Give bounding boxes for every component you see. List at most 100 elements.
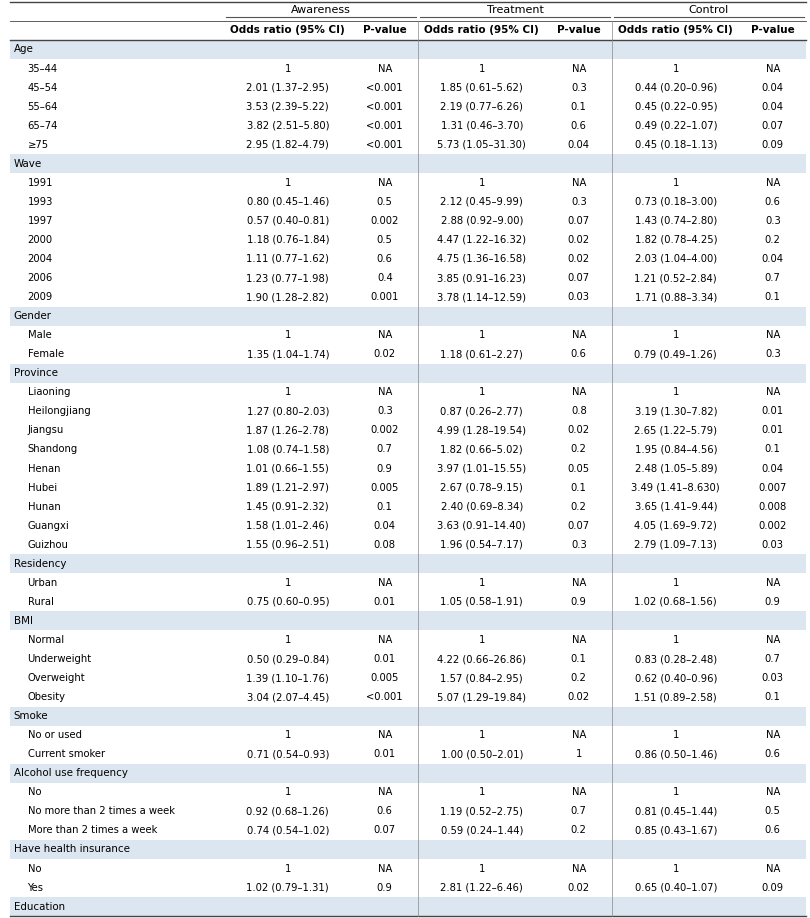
Text: 0.57 (0.40–0.81): 0.57 (0.40–0.81) <box>247 216 329 226</box>
Text: Guizhou: Guizhou <box>28 540 68 550</box>
Text: 0.92 (0.68–1.26): 0.92 (0.68–1.26) <box>246 806 329 816</box>
Text: 1: 1 <box>672 864 679 874</box>
Text: 0.02: 0.02 <box>568 235 590 245</box>
Text: 0.62 (0.40–0.96): 0.62 (0.40–0.96) <box>634 673 717 683</box>
Bar <box>10 116 806 135</box>
Bar <box>10 878 806 897</box>
Text: 0.04: 0.04 <box>762 464 784 474</box>
Text: Male: Male <box>28 330 51 341</box>
Bar <box>10 744 806 764</box>
Text: 2000: 2000 <box>28 235 53 245</box>
Text: NA: NA <box>377 330 392 341</box>
Text: 0.07: 0.07 <box>761 120 784 130</box>
Text: 1.57 (0.84–2.95): 1.57 (0.84–2.95) <box>441 673 523 683</box>
Text: 3.53 (2.39–5.22): 3.53 (2.39–5.22) <box>246 102 329 112</box>
Text: Odds ratio (95% CI): Odds ratio (95% CI) <box>424 26 539 36</box>
Text: 0.71 (0.54–0.93): 0.71 (0.54–0.93) <box>246 749 329 759</box>
Text: 1991: 1991 <box>28 178 53 188</box>
Bar <box>10 39 806 59</box>
Text: 0.7: 0.7 <box>571 806 586 816</box>
Text: NA: NA <box>572 577 586 588</box>
Text: 3.63 (0.91–14.40): 3.63 (0.91–14.40) <box>437 521 526 531</box>
Text: 3.82 (2.51–5.80): 3.82 (2.51–5.80) <box>246 120 329 130</box>
Text: 0.01: 0.01 <box>373 749 396 759</box>
Text: NA: NA <box>572 864 586 874</box>
Text: 0.04: 0.04 <box>762 83 784 93</box>
Text: 0.1: 0.1 <box>571 102 586 112</box>
Text: 0.49 (0.22–1.07): 0.49 (0.22–1.07) <box>634 120 717 130</box>
Text: 0.03: 0.03 <box>762 673 784 683</box>
Bar <box>10 211 806 230</box>
Text: 1: 1 <box>284 788 291 798</box>
Text: 3.04 (2.07–4.45): 3.04 (2.07–4.45) <box>247 692 329 702</box>
Text: 1: 1 <box>284 63 291 73</box>
Text: 0.09: 0.09 <box>761 140 784 150</box>
Text: More than 2 times a week: More than 2 times a week <box>28 825 157 835</box>
Text: Education: Education <box>14 901 65 912</box>
Bar <box>10 78 806 97</box>
Text: 0.6: 0.6 <box>571 349 586 359</box>
Text: 2.01 (1.37–2.95): 2.01 (1.37–2.95) <box>246 83 329 93</box>
Text: 1: 1 <box>479 730 485 740</box>
Text: 1.39 (1.10–1.76): 1.39 (1.10–1.76) <box>246 673 329 683</box>
Bar <box>10 383 806 402</box>
Text: 35–44: 35–44 <box>28 63 58 73</box>
Text: 2.19 (0.77–6.26): 2.19 (0.77–6.26) <box>441 102 523 112</box>
Bar <box>10 154 806 174</box>
Text: Gender: Gender <box>14 311 52 321</box>
Text: 1: 1 <box>284 330 291 341</box>
Text: NA: NA <box>377 178 392 188</box>
Text: 1993: 1993 <box>28 196 53 207</box>
Text: 0.04: 0.04 <box>762 254 784 264</box>
Text: NA: NA <box>765 178 780 188</box>
Text: 1: 1 <box>672 577 679 588</box>
Bar <box>10 631 806 650</box>
Text: Rural: Rural <box>28 597 53 607</box>
Text: 2.03 (1.04–4.00): 2.03 (1.04–4.00) <box>635 254 717 264</box>
Text: No or used: No or used <box>28 730 82 740</box>
Text: 1.82 (0.66–5.02): 1.82 (0.66–5.02) <box>441 444 523 454</box>
Text: 0.08: 0.08 <box>373 540 396 550</box>
Text: 0.03: 0.03 <box>568 292 590 302</box>
Text: NA: NA <box>765 387 780 397</box>
Text: Urban: Urban <box>28 577 58 588</box>
Text: 1.01 (0.66–1.55): 1.01 (0.66–1.55) <box>246 464 329 474</box>
Text: NA: NA <box>572 730 586 740</box>
Text: 0.04: 0.04 <box>762 102 784 112</box>
Text: 4.47 (1.22–16.32): 4.47 (1.22–16.32) <box>437 235 526 245</box>
Text: 1.51 (0.89–2.58): 1.51 (0.89–2.58) <box>634 692 717 702</box>
Text: 0.6: 0.6 <box>377 254 393 264</box>
Bar <box>10 326 806 344</box>
Text: NA: NA <box>377 730 392 740</box>
Text: Liaoning: Liaoning <box>28 387 70 397</box>
Text: 0.80 (0.45–1.46): 0.80 (0.45–1.46) <box>247 196 329 207</box>
Text: 0.007: 0.007 <box>759 483 787 493</box>
Text: 0.07: 0.07 <box>568 273 590 283</box>
Text: 1.27 (0.80–2.03): 1.27 (0.80–2.03) <box>246 407 329 417</box>
Text: 2.65 (1.22–5.79): 2.65 (1.22–5.79) <box>634 425 718 435</box>
Text: 1.43 (0.74–2.80): 1.43 (0.74–2.80) <box>635 216 717 226</box>
Bar <box>10 592 806 611</box>
Text: Have health insurance: Have health insurance <box>14 845 130 855</box>
Text: 1.31 (0.46–3.70): 1.31 (0.46–3.70) <box>441 120 523 130</box>
Text: 0.6: 0.6 <box>765 749 781 759</box>
Text: 1.95 (0.84–4.56): 1.95 (0.84–4.56) <box>634 444 717 454</box>
Text: 0.45 (0.22–0.95): 0.45 (0.22–0.95) <box>634 102 717 112</box>
Text: 3.78 (1.14–12.59): 3.78 (1.14–12.59) <box>437 292 526 302</box>
Text: NA: NA <box>765 330 780 341</box>
Text: 0.001: 0.001 <box>371 292 399 302</box>
Text: Odds ratio (95% CI): Odds ratio (95% CI) <box>230 26 345 36</box>
Bar <box>10 840 806 859</box>
Bar <box>10 192 806 211</box>
Text: 1.35 (1.04–1.74): 1.35 (1.04–1.74) <box>246 349 329 359</box>
Text: 0.5: 0.5 <box>377 196 393 207</box>
Text: 3.97 (1.01–15.55): 3.97 (1.01–15.55) <box>437 464 526 474</box>
Text: 1: 1 <box>284 178 291 188</box>
Text: 0.44 (0.20–0.96): 0.44 (0.20–0.96) <box>635 83 717 93</box>
Bar <box>10 573 806 592</box>
Text: 1.23 (0.77–1.98): 1.23 (0.77–1.98) <box>246 273 329 283</box>
Text: 2004: 2004 <box>28 254 53 264</box>
Text: No more than 2 times a week: No more than 2 times a week <box>28 806 174 816</box>
Text: 1: 1 <box>479 577 485 588</box>
Bar <box>10 268 806 287</box>
